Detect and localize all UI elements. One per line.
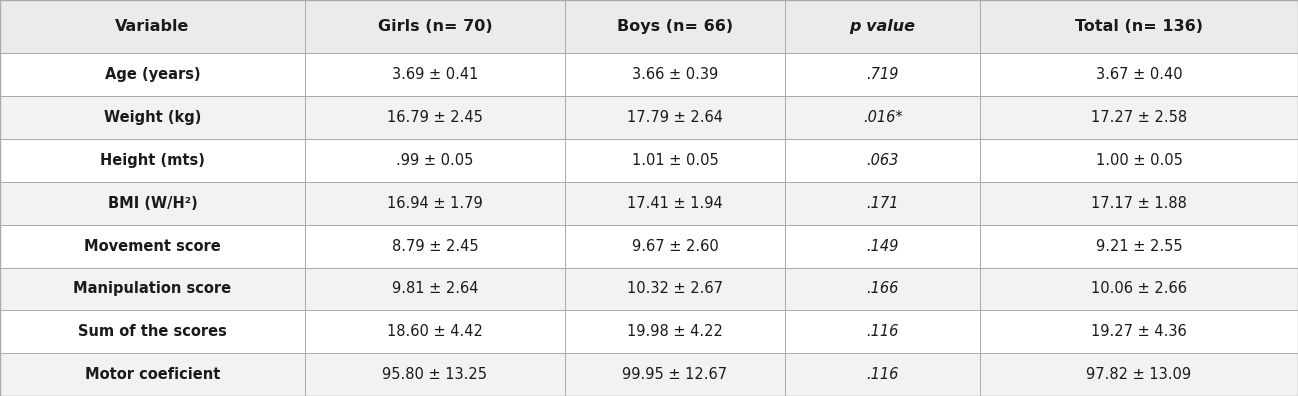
Bar xyxy=(565,353,785,396)
Bar xyxy=(305,353,565,396)
Text: 3.66 ± 0.39: 3.66 ± 0.39 xyxy=(632,67,718,82)
Bar xyxy=(305,182,565,225)
Text: 1.00 ± 0.05: 1.00 ± 0.05 xyxy=(1096,153,1182,168)
Text: 10.32 ± 2.67: 10.32 ± 2.67 xyxy=(627,282,723,297)
Bar xyxy=(785,0,980,53)
Text: 3.67 ± 0.40: 3.67 ± 0.40 xyxy=(1096,67,1182,82)
Text: 3.69 ± 0.41: 3.69 ± 0.41 xyxy=(392,67,478,82)
Text: 97.82 ± 13.09: 97.82 ± 13.09 xyxy=(1086,367,1192,382)
Bar xyxy=(785,53,980,96)
Bar xyxy=(0,225,305,268)
Text: 19.27 ± 4.36: 19.27 ± 4.36 xyxy=(1092,324,1186,339)
Text: .016*: .016* xyxy=(863,110,902,125)
Text: .171: .171 xyxy=(867,196,898,211)
Text: Boys (n= 66): Boys (n= 66) xyxy=(617,19,733,34)
Text: .063: .063 xyxy=(867,153,898,168)
Bar xyxy=(305,225,565,268)
Text: BMI (W/H²): BMI (W/H²) xyxy=(108,196,197,211)
Text: Movement score: Movement score xyxy=(84,239,221,254)
Bar xyxy=(0,353,305,396)
Bar xyxy=(0,53,305,96)
Bar xyxy=(0,96,305,139)
Text: Motor coeficient: Motor coeficient xyxy=(84,367,221,382)
Bar xyxy=(565,139,785,182)
Text: 95.80 ± 13.25: 95.80 ± 13.25 xyxy=(383,367,487,382)
Text: p value: p value xyxy=(850,19,915,34)
Bar xyxy=(980,353,1298,396)
Text: .116: .116 xyxy=(867,324,898,339)
Text: 16.79 ± 2.45: 16.79 ± 2.45 xyxy=(387,110,483,125)
Text: 99.95 ± 12.67: 99.95 ± 12.67 xyxy=(623,367,727,382)
Text: Sum of the scores: Sum of the scores xyxy=(78,324,227,339)
Bar xyxy=(565,268,785,310)
Text: 19.98 ± 4.22: 19.98 ± 4.22 xyxy=(627,324,723,339)
Bar xyxy=(785,182,980,225)
Text: 1.01 ± 0.05: 1.01 ± 0.05 xyxy=(632,153,718,168)
Text: Weight (kg): Weight (kg) xyxy=(104,110,201,125)
Bar xyxy=(785,139,980,182)
Bar xyxy=(0,182,305,225)
Bar xyxy=(565,96,785,139)
Bar xyxy=(305,310,565,353)
Text: .719: .719 xyxy=(867,67,898,82)
Bar xyxy=(980,53,1298,96)
Text: Total (n= 136): Total (n= 136) xyxy=(1075,19,1203,34)
Bar xyxy=(565,0,785,53)
Text: 18.60 ± 4.42: 18.60 ± 4.42 xyxy=(387,324,483,339)
Bar xyxy=(980,268,1298,310)
Bar xyxy=(980,182,1298,225)
Text: 17.79 ± 2.64: 17.79 ± 2.64 xyxy=(627,110,723,125)
Text: 9.81 ± 2.64: 9.81 ± 2.64 xyxy=(392,282,478,297)
Bar xyxy=(980,0,1298,53)
Bar xyxy=(305,53,565,96)
Text: Girls (n= 70): Girls (n= 70) xyxy=(378,19,492,34)
Text: Manipulation score: Manipulation score xyxy=(74,282,231,297)
Bar xyxy=(785,310,980,353)
Text: Age (years): Age (years) xyxy=(105,67,200,82)
Text: 16.94 ± 1.79: 16.94 ± 1.79 xyxy=(387,196,483,211)
Text: .149: .149 xyxy=(867,239,898,254)
Bar xyxy=(565,182,785,225)
Text: 17.27 ± 2.58: 17.27 ± 2.58 xyxy=(1090,110,1188,125)
Text: .166: .166 xyxy=(867,282,898,297)
Bar xyxy=(785,353,980,396)
Text: 17.41 ± 1.94: 17.41 ± 1.94 xyxy=(627,196,723,211)
Text: 8.79 ± 2.45: 8.79 ± 2.45 xyxy=(392,239,478,254)
Bar xyxy=(305,0,565,53)
Text: 9.21 ± 2.55: 9.21 ± 2.55 xyxy=(1096,239,1182,254)
Text: 17.17 ± 1.88: 17.17 ± 1.88 xyxy=(1092,196,1186,211)
Bar xyxy=(565,225,785,268)
Bar xyxy=(0,310,305,353)
Bar xyxy=(785,225,980,268)
Bar xyxy=(565,310,785,353)
Bar xyxy=(980,139,1298,182)
Text: Height (mts): Height (mts) xyxy=(100,153,205,168)
Text: .99 ± 0.05: .99 ± 0.05 xyxy=(396,153,474,168)
Bar xyxy=(305,139,565,182)
Bar xyxy=(785,268,980,310)
Bar xyxy=(305,268,565,310)
Text: .116: .116 xyxy=(867,367,898,382)
Bar xyxy=(0,268,305,310)
Bar xyxy=(0,0,305,53)
Text: 9.67 ± 2.60: 9.67 ± 2.60 xyxy=(632,239,718,254)
Bar xyxy=(305,96,565,139)
Bar xyxy=(980,310,1298,353)
Bar xyxy=(0,139,305,182)
Text: 10.06 ± 2.66: 10.06 ± 2.66 xyxy=(1092,282,1186,297)
Bar xyxy=(565,53,785,96)
Bar xyxy=(980,225,1298,268)
Bar xyxy=(980,96,1298,139)
Text: Variable: Variable xyxy=(116,19,190,34)
Bar xyxy=(785,96,980,139)
